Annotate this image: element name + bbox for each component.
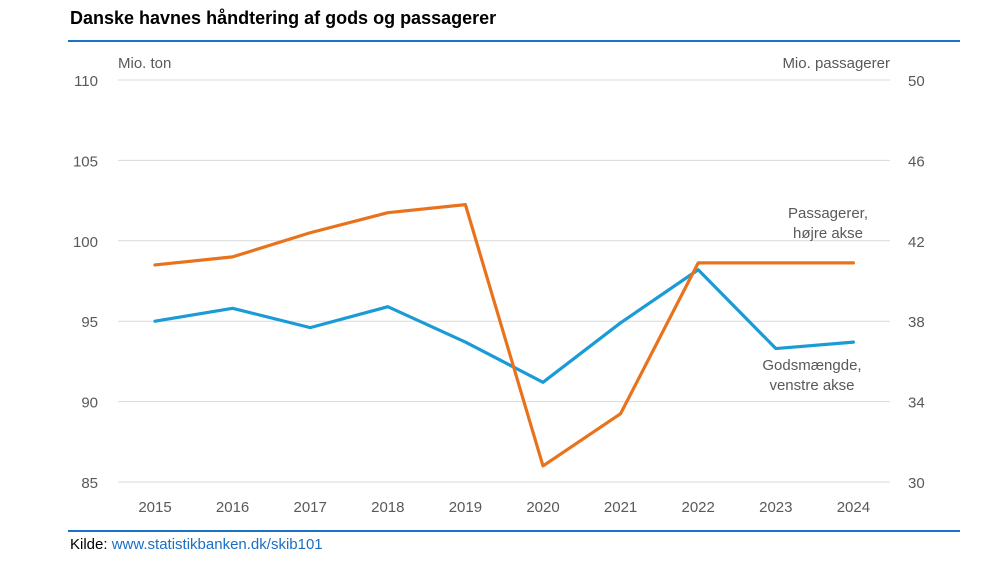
left-tick-label: 110 — [74, 73, 98, 90]
x-tick-label: 2019 — [449, 499, 482, 516]
left-axis-unit-label: Mio. ton — [118, 55, 171, 72]
series-label-passagerer: Passagerer, — [788, 205, 868, 222]
x-tick-label: 2018 — [371, 499, 404, 516]
left-tick-label: 95 — [81, 314, 98, 331]
series-label-gods: venstre akse — [769, 377, 854, 394]
left-tick-label: 85 — [81, 475, 98, 492]
source-separator: : — [103, 536, 112, 553]
source-link[interactable]: www.statistikbanken.dk/skib101 — [111, 536, 323, 553]
series-line-gods — [153, 268, 856, 384]
right-tick-label: 38 — [908, 314, 925, 331]
series-label-passagerer: højre akse — [793, 225, 863, 242]
right-tick-label: 42 — [908, 234, 925, 251]
x-tick-label: 2016 — [216, 499, 249, 516]
source-label: Kilde — [70, 536, 104, 553]
right-tick-label: 50 — [908, 73, 925, 90]
top-rule — [68, 40, 960, 42]
bottom-rule — [68, 530, 960, 532]
left-tick-label: 90 — [81, 395, 98, 412]
x-tick-label: 2024 — [837, 499, 870, 516]
x-tick-label: 2021 — [604, 499, 637, 516]
left-tick-label: 100 — [73, 234, 98, 251]
series-label-gods: Godsmængde, — [762, 357, 861, 374]
x-tick-label: 2023 — [759, 499, 792, 516]
x-tick-label: 2022 — [682, 499, 715, 516]
source-note: Kilde: www.statistikbanken.dk/skib101 — [70, 536, 323, 553]
x-tick-label: 2020 — [526, 499, 559, 516]
right-axis-unit-label: Mio. passagerer — [782, 55, 890, 72]
right-tick-label: 46 — [908, 153, 925, 170]
right-tick-label: 30 — [908, 475, 925, 492]
left-tick-label: 105 — [73, 153, 98, 170]
series-line-passagerer — [153, 203, 856, 468]
right-tick-label: 34 — [908, 395, 925, 412]
x-tick-label: 2015 — [138, 499, 171, 516]
chart-title: Danske havnes håndtering af gods og pass… — [70, 8, 497, 28]
x-tick-label: 2017 — [294, 499, 327, 516]
